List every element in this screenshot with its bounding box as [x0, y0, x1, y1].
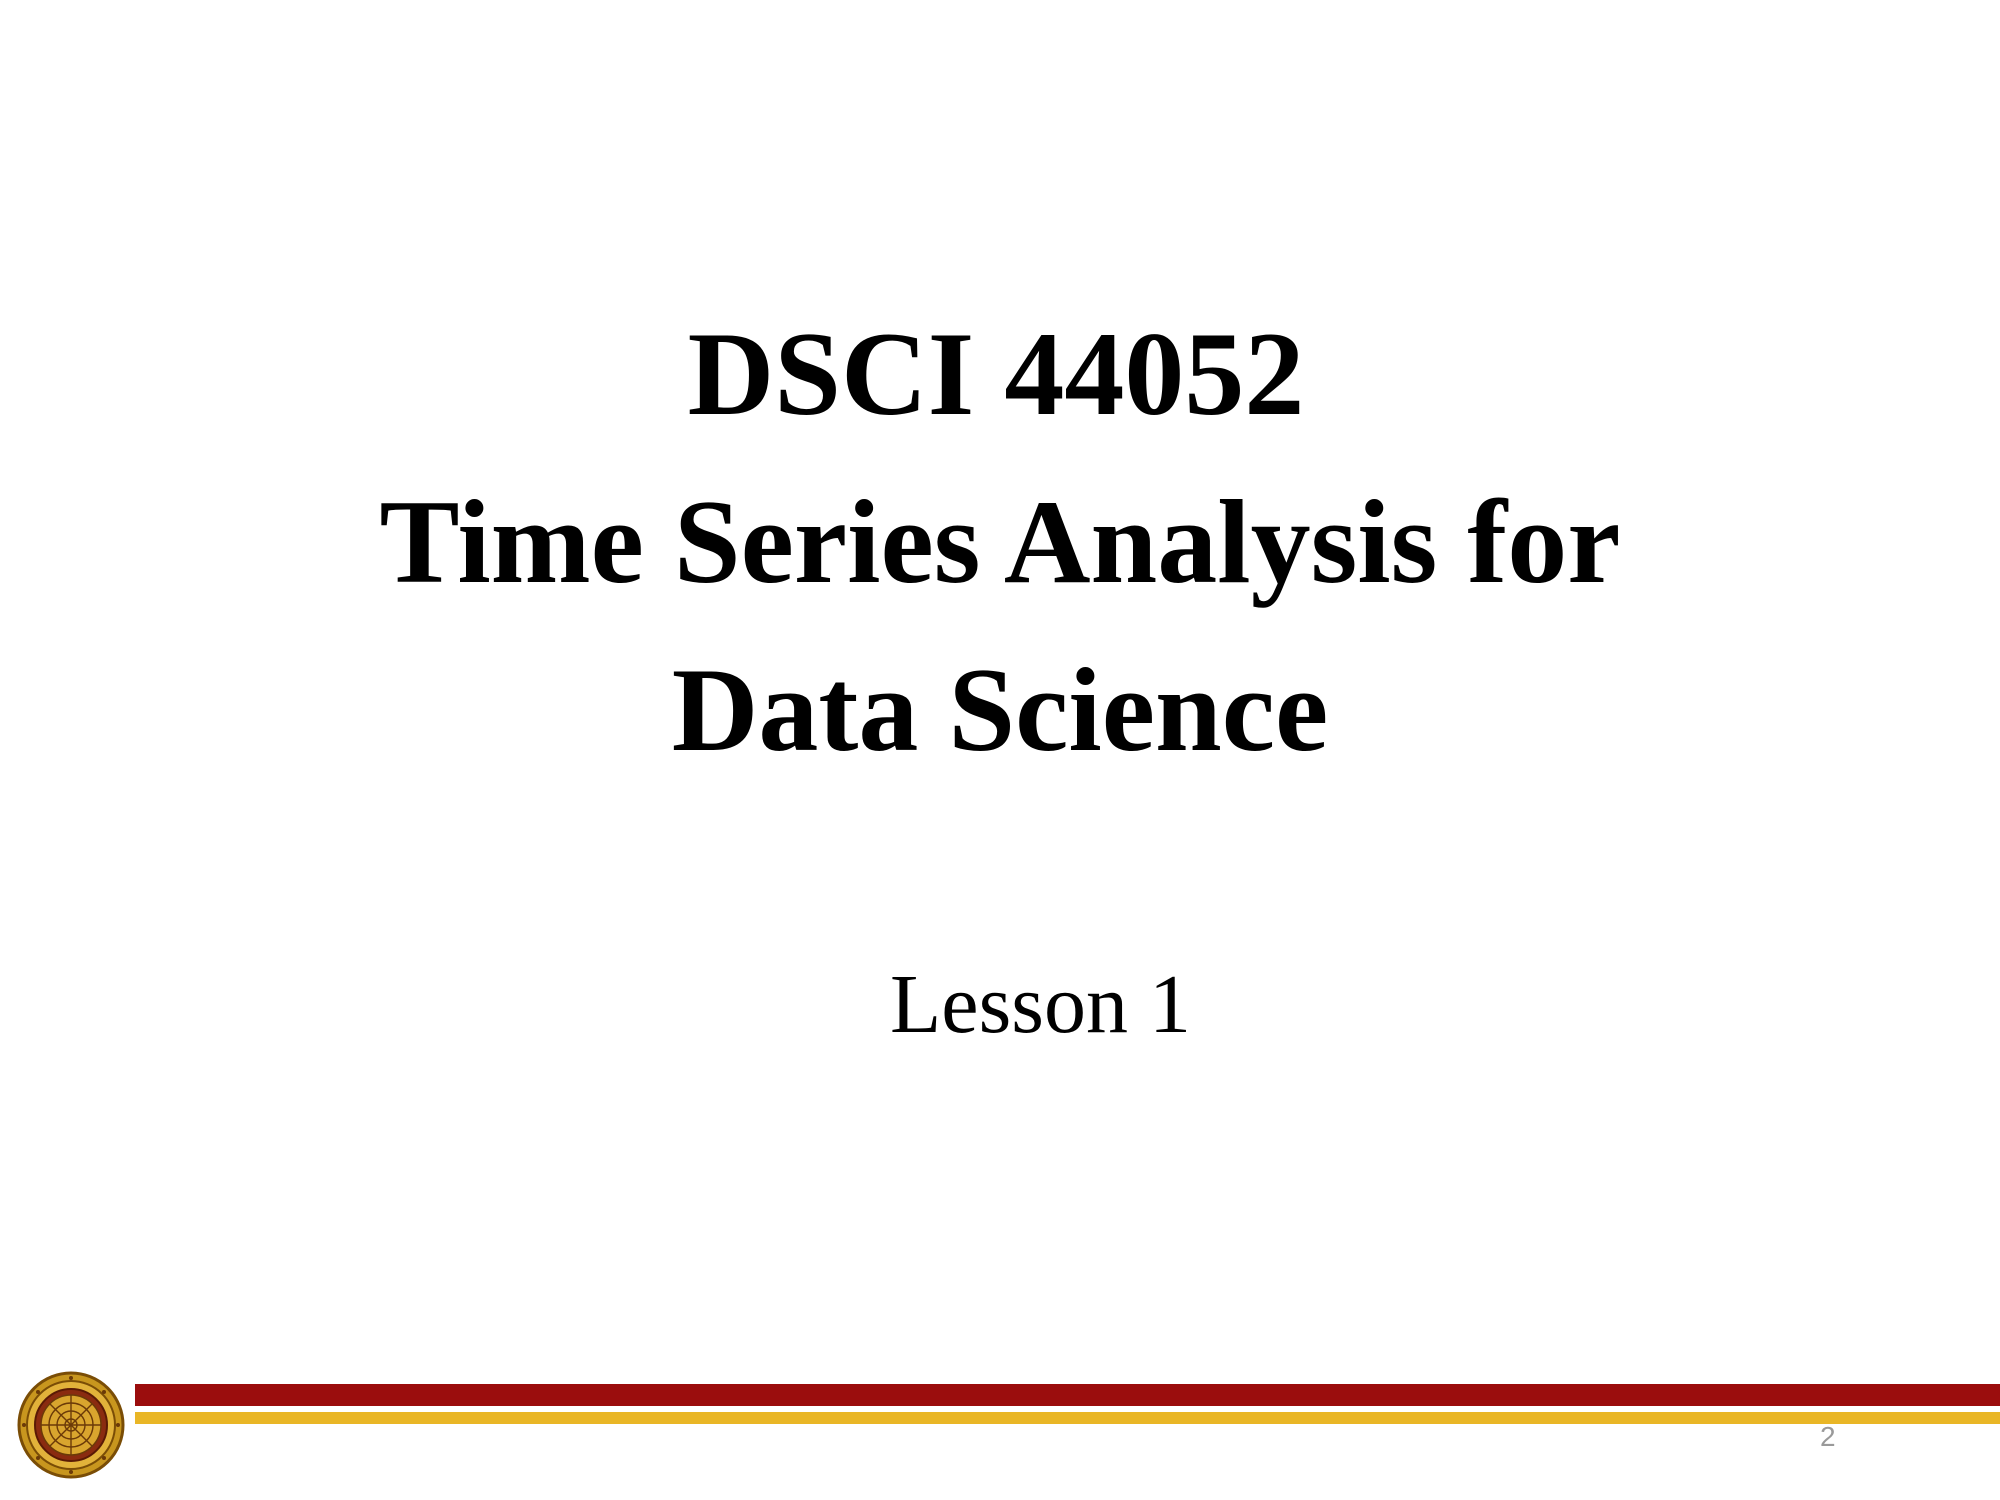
footer-red-stripe	[135, 1384, 2000, 1406]
footer-gold-stripe	[135, 1412, 2000, 1424]
course-title-line-1: Time Series Analysis for	[379, 475, 1621, 608]
page-number: 2	[1820, 1421, 1836, 1452]
course-code: DSCI 44052	[687, 307, 1305, 440]
course-title-line-2: Data Science	[671, 643, 1329, 776]
slide-footer: 2	[0, 1370, 2000, 1500]
slide-title: DSCI 44052 Time Series Analysis for Data…	[0, 290, 2000, 794]
lesson-subtitle: Lesson 1	[890, 958, 1191, 1051]
footer-stripe-gap	[135, 1406, 2000, 1412]
university-seal-icon	[16, 1370, 126, 1480]
